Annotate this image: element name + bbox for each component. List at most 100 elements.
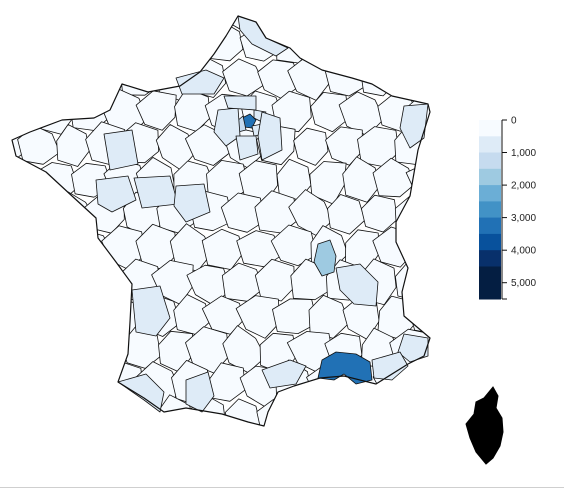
colorbar-ticks: 0 1,000 2,000 3,000 4,000 5,000 <box>502 116 536 300</box>
departement-seine-et-marne <box>257 111 283 161</box>
departement-area <box>20 327 56 372</box>
departement-area <box>360 194 398 233</box>
colorbar-swatch <box>479 152 501 170</box>
departement-area <box>135 90 177 131</box>
departement-area <box>89 16 128 31</box>
departement-area <box>272 298 318 335</box>
departement-bouches-du-rhone <box>317 351 373 385</box>
departement-area <box>12 359 41 406</box>
departement-area <box>12 395 27 426</box>
colorbar-tick-label: 5,000 <box>511 278 536 289</box>
departement-area <box>89 393 127 426</box>
departement-area <box>55 261 98 300</box>
departement-area <box>254 258 295 302</box>
departement-essonne <box>235 135 259 161</box>
departement-area <box>310 92 350 133</box>
departement-area <box>12 56 26 98</box>
departement-area <box>411 360 430 404</box>
departement-area <box>12 194 24 236</box>
departement-area <box>310 23 350 62</box>
colorbar-tick-label: 0 <box>511 116 517 127</box>
departement-area <box>18 53 57 103</box>
colorbar-swatch <box>479 185 501 202</box>
departement-area <box>12 263 25 302</box>
departement-area <box>270 224 317 267</box>
departement-var <box>371 351 409 381</box>
departement-area <box>324 393 367 426</box>
departement-indre-et-loire <box>173 183 211 223</box>
departement-area <box>12 326 27 375</box>
departement-area <box>395 394 430 426</box>
departement-herault <box>261 359 307 389</box>
departement-area <box>122 16 159 31</box>
departement-area <box>32 364 80 402</box>
departement-area <box>255 16 299 31</box>
departement-area <box>224 398 261 426</box>
departement-area <box>53 57 94 103</box>
departement-area <box>388 16 430 33</box>
departement-loire-atlantique <box>95 175 137 213</box>
departement-area <box>412 229 430 268</box>
departement-area <box>12 230 40 270</box>
colorbar-swatch <box>479 217 501 235</box>
colorbar-tick-label: 2,000 <box>511 181 536 192</box>
departement-area <box>186 16 230 30</box>
colorbar-swatch <box>479 250 501 267</box>
departement-area <box>324 16 370 30</box>
departement-area <box>150 16 197 30</box>
departement-area <box>12 91 46 130</box>
departement-area <box>67 298 111 336</box>
departement-bas-rhin <box>399 103 429 149</box>
departement-area <box>220 192 266 233</box>
departement-rhone <box>313 239 337 277</box>
departement-isere <box>335 263 379 307</box>
departement-area <box>235 295 281 339</box>
colorbar-swatch <box>479 266 501 300</box>
colorbar-tick-label: 1,000 <box>511 148 536 159</box>
departement-area <box>410 26 430 62</box>
colorbar-swatch <box>479 201 501 219</box>
france-outline <box>11 15 431 427</box>
departement-area <box>360 16 400 31</box>
departement-area <box>39 292 81 335</box>
departement-area <box>103 25 145 68</box>
departement-area <box>271 90 312 133</box>
departement-area <box>372 157 414 198</box>
colorbar-swatches <box>479 120 501 300</box>
departement-area <box>19 394 62 426</box>
departement-area <box>287 393 333 426</box>
departement-area <box>201 228 244 271</box>
colorbar-swatch <box>479 136 501 154</box>
departement-area <box>394 261 430 302</box>
departement-haute-garonne <box>185 371 215 413</box>
departement-area <box>12 24 45 66</box>
departement-area <box>339 24 381 67</box>
colorbar: 0 1,000 2,000 3,000 4,000 5,000 <box>479 116 536 300</box>
departement-area <box>49 329 96 371</box>
departement-area <box>56 124 90 167</box>
colorbar-tick-label: 4,000 <box>511 246 536 257</box>
departement-pyrenees-atlantiques <box>117 373 165 413</box>
departement-val-d-oise <box>223 95 257 111</box>
departement-area <box>356 397 402 426</box>
departement-area <box>33 24 75 65</box>
departement-area <box>140 21 182 64</box>
departement-area <box>291 16 332 28</box>
departement-area <box>35 225 80 273</box>
departement-area <box>327 194 366 235</box>
highlighted-departements <box>95 15 429 413</box>
colorbar-tick-label: 3,000 <box>511 213 536 224</box>
colorbar-swatch <box>479 168 501 186</box>
departement-area <box>50 397 97 426</box>
departement-area <box>222 58 265 97</box>
departement-area <box>325 54 369 97</box>
departement-area <box>390 57 430 96</box>
departement-area <box>84 329 125 375</box>
departement-area <box>376 26 419 66</box>
departement-area <box>54 16 95 28</box>
departement-area <box>17 191 57 235</box>
departement-area <box>17 125 61 165</box>
departement-area <box>19 16 57 34</box>
departement-maine-et-loire <box>133 175 179 209</box>
